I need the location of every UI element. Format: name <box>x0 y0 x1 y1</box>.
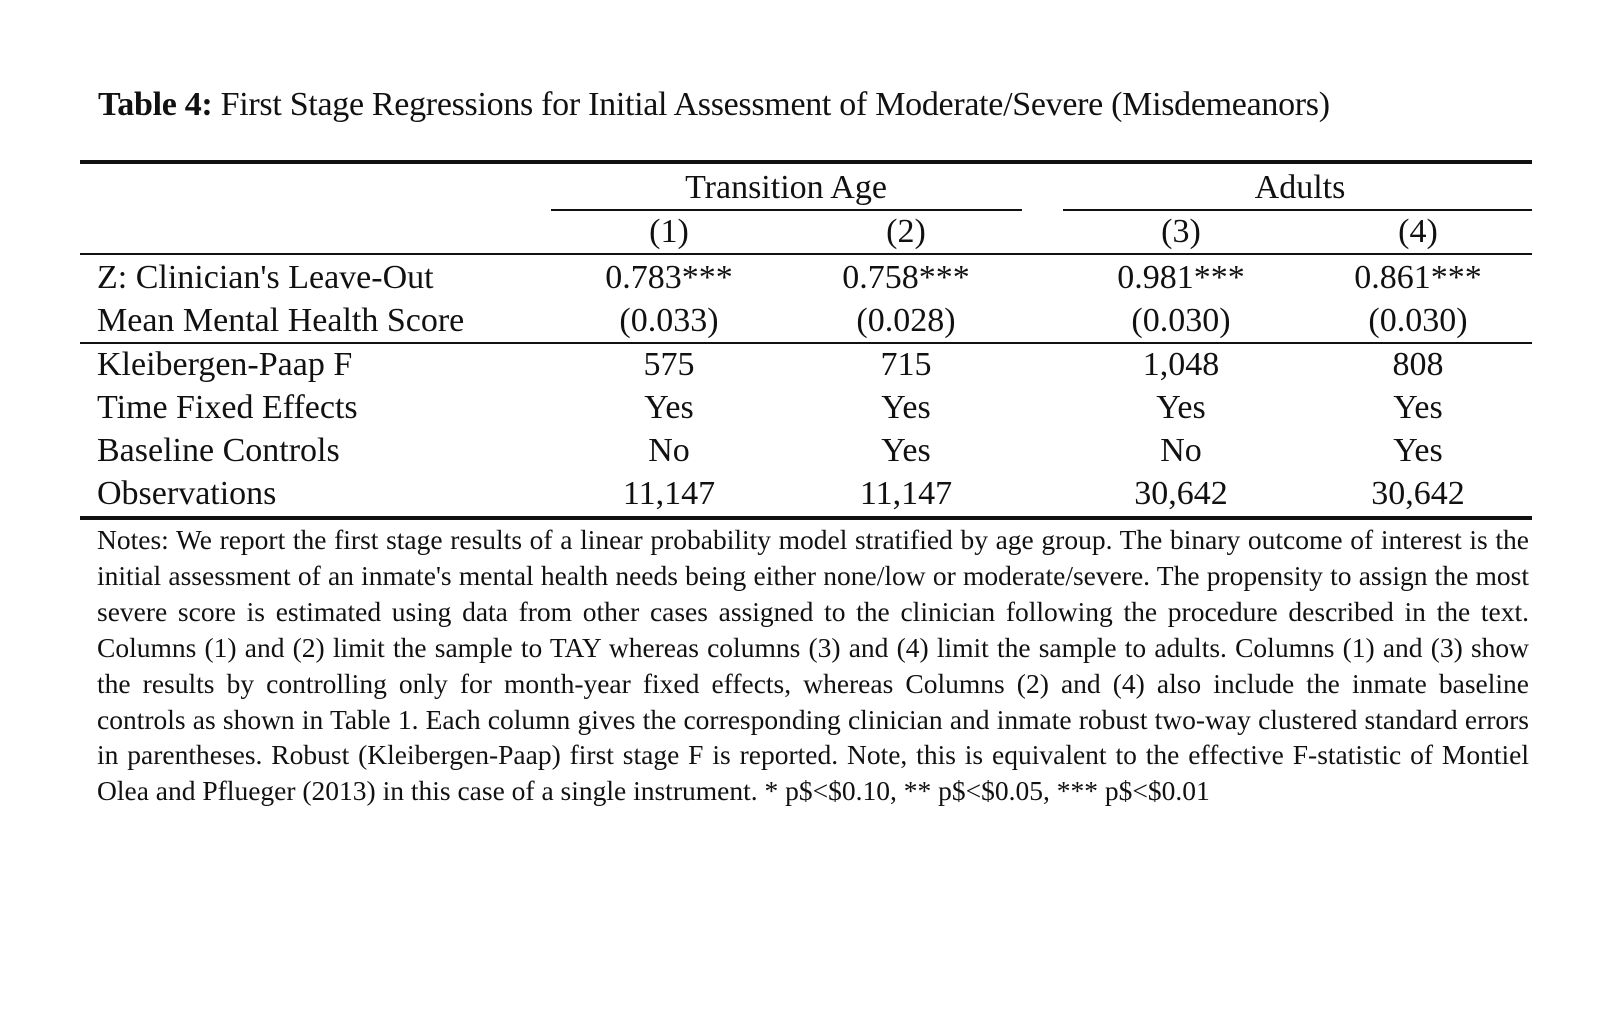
timefe-col-2: Yes <box>881 389 931 426</box>
row-label-mean-score: Mean Mental Health Score <box>97 302 465 339</box>
kpf-col-3: 1,048 <box>1142 346 1220 383</box>
se-col-1: (0.033) <box>619 302 719 339</box>
coef-col-2: 0.758*** <box>842 259 970 296</box>
se-col-3: (0.030) <box>1131 302 1231 339</box>
column-header-3: (3) <box>1161 213 1201 250</box>
obs-col-4: 30,642 <box>1371 475 1465 512</box>
timefe-col-4: Yes <box>1393 389 1443 426</box>
controls-col-2: Yes <box>881 432 931 469</box>
row-label-time-fe: Time Fixed Effects <box>97 389 358 426</box>
row-label-kp-f: Kleibergen-Paap F <box>97 346 353 383</box>
kpf-col-2: 715 <box>880 346 932 383</box>
table-label: Table 4: <box>98 86 213 123</box>
timefe-col-1: Yes <box>644 389 694 426</box>
se-col-2: (0.028) <box>856 302 956 339</box>
coef-col-3: 0.981*** <box>1117 259 1245 296</box>
obs-col-1: 11,147 <box>622 475 716 512</box>
controls-col-4: Yes <box>1393 432 1443 469</box>
controls-col-3: No <box>1160 432 1202 469</box>
coef-col-1: 0.783*** <box>605 259 733 296</box>
column-header-4: (4) <box>1398 213 1438 250</box>
table-caption: Table 4: First Stage Regressions for Ini… <box>98 86 1330 124</box>
kpf-col-4: 808 <box>1392 346 1444 383</box>
column-header-1: (1) <box>649 213 689 250</box>
group-header-adults: Adults <box>1254 169 1346 206</box>
bottom-rule <box>80 516 1532 520</box>
coef-col-4: 0.861*** <box>1354 259 1482 296</box>
table-title: First Stage Regressions for Initial Asse… <box>220 86 1330 123</box>
column-header-2: (2) <box>886 213 926 250</box>
table-notes: Notes: We report the first stage results… <box>97 524 1529 807</box>
header-rule <box>80 253 1532 255</box>
controls-col-1: No <box>648 432 690 469</box>
row-label-observations: Observations <box>97 475 277 512</box>
obs-col-3: 30,642 <box>1134 475 1228 512</box>
kpf-col-1: 575 <box>643 346 695 383</box>
se-col-4: (0.030) <box>1368 302 1468 339</box>
mid-rule <box>80 342 1532 344</box>
timefe-col-3: Yes <box>1156 389 1206 426</box>
row-label-baseline-controls: Baseline Controls <box>97 432 340 469</box>
group-header-transition-age: Transition Age <box>685 169 887 206</box>
top-rule <box>80 160 1532 164</box>
obs-col-2: 11,147 <box>859 475 953 512</box>
group-underline-adults <box>1063 209 1532 211</box>
group-underline-transition-age <box>551 209 1022 211</box>
row-label-z: Z: Clinician's Leave-Out <box>97 259 434 296</box>
